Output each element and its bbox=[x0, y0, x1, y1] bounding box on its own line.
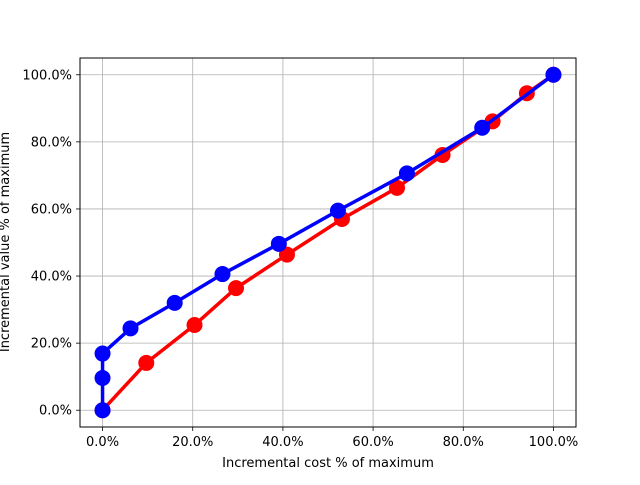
y-axis-label: Incremental value % of maximum bbox=[0, 132, 13, 352]
data-point bbox=[138, 354, 155, 371]
x-tick-label: 60.0% bbox=[352, 435, 393, 450]
data-point bbox=[228, 280, 245, 297]
y-tick-label: 80.0% bbox=[31, 135, 72, 150]
data-point bbox=[545, 66, 562, 83]
plot-frame bbox=[79, 57, 577, 428]
y-tick-label: 20.0% bbox=[31, 337, 72, 352]
x-tick-label: 100.0% bbox=[529, 435, 579, 450]
x-axis-label: Incremental cost % of maximum bbox=[222, 456, 434, 471]
series-layer bbox=[94, 66, 562, 419]
y-tick-label: 0.0% bbox=[39, 404, 72, 419]
data-point bbox=[186, 317, 203, 334]
data-point bbox=[398, 165, 415, 182]
data-point bbox=[329, 202, 346, 219]
y-tick-label: 60.0% bbox=[31, 202, 72, 217]
data-point bbox=[214, 266, 231, 283]
ticks: 0.0% 20.0% 40.0% 60.0% 80.0% 100.0% 0.0% 20.0% 4… bbox=[22, 68, 578, 450]
data-point bbox=[122, 320, 139, 337]
data-point bbox=[94, 402, 111, 419]
data-point bbox=[388, 179, 405, 196]
y-tick-label: 40.0% bbox=[31, 270, 72, 285]
data-point bbox=[474, 119, 491, 136]
series-2 bbox=[94, 66, 562, 419]
data-point bbox=[94, 370, 111, 387]
x-tick-label: 40.0% bbox=[262, 435, 303, 450]
data-point bbox=[94, 345, 111, 362]
x-tick-label: 80.0% bbox=[443, 435, 484, 450]
data-point bbox=[166, 294, 183, 311]
y-tick-label: 100.0% bbox=[22, 68, 72, 83]
x-tick-label: 20.0% bbox=[172, 435, 213, 450]
data-point bbox=[270, 235, 287, 252]
x-tick-label: 0.0% bbox=[86, 435, 119, 450]
